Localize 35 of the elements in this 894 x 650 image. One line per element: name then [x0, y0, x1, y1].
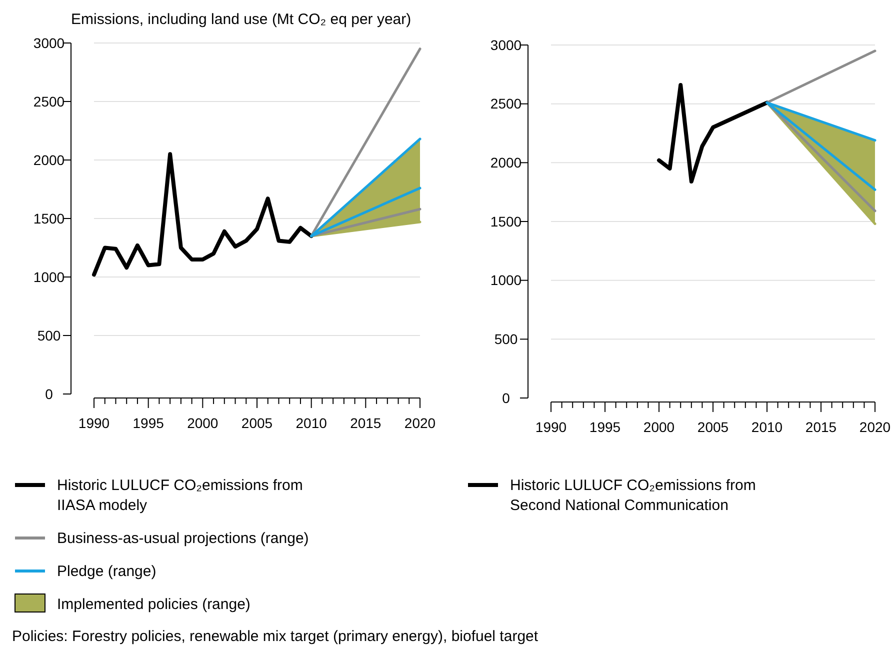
legend-label: Implemented policies (range): [57, 596, 250, 613]
y-axis-title: Emissions, including land use (Mt CO₂ eq per year): [71, 11, 412, 28]
y-tick-label: 2500: [33, 93, 65, 110]
x-tick-label: 2010: [296, 415, 328, 431]
y-tick-label: 1500: [33, 210, 65, 226]
y-tick-label: 1000: [33, 268, 65, 285]
y-tick-label: 500: [494, 331, 518, 348]
legend-label: Pledge (range): [57, 563, 156, 580]
x-tick-label: 2005: [241, 415, 273, 431]
x-tick-label: 2005: [697, 419, 729, 435]
y-tick-label: 2000: [490, 154, 522, 171]
x-tick-label: 2020: [404, 415, 436, 431]
x-tick-label: 1990: [78, 415, 110, 431]
x-tick-label: 2010: [751, 419, 783, 435]
y-tick-label: 1000: [490, 272, 522, 288]
y-tick-label: 3000: [33, 34, 65, 51]
x-tick-label: 2020: [859, 419, 891, 435]
y-tick-label: 2500: [490, 96, 522, 112]
x-tick-label: 1995: [589, 419, 621, 435]
x-tick-label: 1995: [132, 415, 164, 431]
legend-label: Historic LULUCF CO₂emissions from IIASA modely: [57, 477, 303, 514]
x-tick-label: 2000: [643, 419, 675, 435]
y-tick-label: 3000: [490, 36, 522, 53]
y-tick-label: 500: [37, 327, 61, 344]
x-tick-label: 1990: [535, 419, 567, 435]
x-tick-label: 2015: [805, 419, 837, 435]
legend-label: Historic LULUCF CO₂emissions from Second National Communication: [510, 477, 756, 514]
y-tick-label: 0: [502, 390, 510, 406]
text: Policies: Forestry policies, renewable mix target (primary energy), biofuel target: [12, 628, 539, 645]
y-tick-label: 1500: [490, 213, 522, 230]
y-tick-label: 2000: [33, 152, 65, 168]
x-tick-label: 2000: [187, 415, 218, 431]
x-tick-label: 2015: [350, 415, 382, 431]
legend-label: Business-as-usual projections (range): [57, 530, 309, 547]
y-tick-label: 0: [45, 386, 54, 402]
